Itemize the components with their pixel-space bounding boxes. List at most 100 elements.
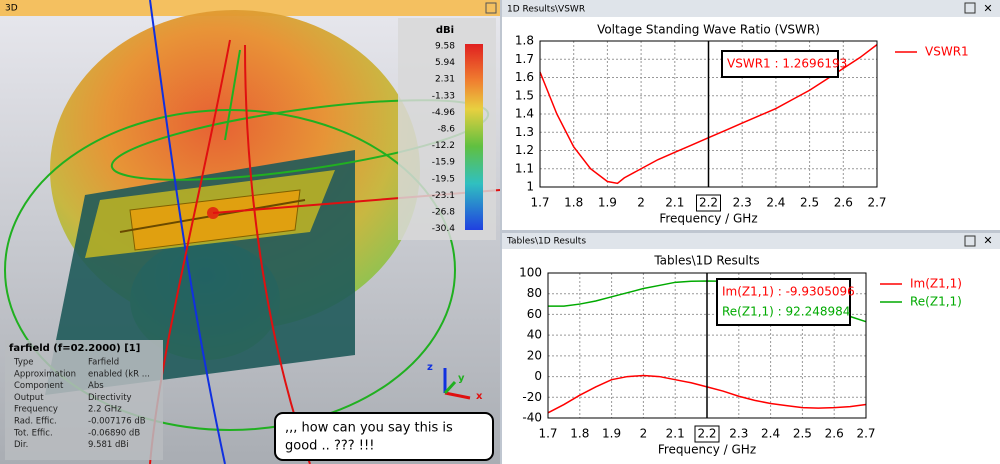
info-value: Farfield	[88, 358, 119, 368]
info-value: -0.06890 dB	[88, 428, 140, 438]
x-tick-label: 2.1	[666, 427, 685, 441]
title-bar	[0, 0, 500, 16]
marker-label: VSWR1 : 1.2696193	[727, 57, 847, 71]
triad	[443, 368, 471, 400]
info-key: Type	[13, 358, 34, 368]
x-tick-label: 2.6	[825, 427, 844, 441]
colorbar-label: -30.4	[432, 224, 456, 234]
y-tick-label: 20	[527, 348, 542, 362]
colorbar-title: dBi	[436, 25, 454, 36]
close-button[interactable]	[485, 2, 497, 14]
info-key: Dir.	[14, 440, 28, 450]
x-tick-label: 2.7	[867, 196, 886, 210]
colorbar-label: 9.58	[435, 42, 455, 52]
y-tick-label: 1.5	[515, 88, 534, 102]
marker-label: Im(Z1,1) : -9.9305096	[722, 285, 855, 299]
x-tick-label: 1.7	[530, 196, 549, 210]
info-key: Rad. Effic.	[14, 417, 57, 427]
chart-title: Tables\1D Results	[653, 254, 759, 268]
comment-line: good .. ??? !!!	[285, 439, 374, 454]
info-key: Tot. Effic.	[13, 428, 53, 438]
x-tick-label: 2.2	[699, 196, 718, 210]
maximize-button[interactable]	[964, 235, 976, 247]
x-axis-label: Frequency / GHz	[658, 443, 756, 457]
x-tick-label: 2.7	[856, 427, 875, 441]
y-tick-label: 1.1	[515, 161, 534, 175]
info-key: Frequency	[14, 405, 58, 415]
marker-tick-box	[694, 425, 720, 443]
comment-box	[274, 412, 494, 461]
x-tick-label: 2.3	[733, 196, 752, 210]
close-button[interactable]: ✕	[983, 234, 992, 247]
info-value: Directivity	[88, 393, 132, 403]
colorbar	[465, 44, 483, 230]
title-bar	[502, 0, 1000, 17]
x-tick-label: 1.7	[538, 427, 557, 441]
x-tick-label: 1.9	[598, 196, 617, 210]
y-tick-label: 100	[519, 266, 542, 280]
y-tick-label: 1	[526, 180, 534, 194]
y-tick-label: 1.2	[515, 143, 534, 157]
info-value: Abs	[88, 381, 104, 391]
maximize-button[interactable]	[964, 2, 976, 14]
table-panel	[502, 233, 1000, 464]
info-title: farfield (f=02.2000) [1]	[9, 343, 140, 354]
info-box	[5, 340, 163, 460]
y-tick-label: 60	[527, 307, 542, 321]
panel-title: 1D Results\VSWR	[507, 5, 585, 15]
y-tick-label: 0	[534, 369, 542, 383]
y-tick-label: -20	[522, 390, 542, 404]
marker-label: Re(Z1,1) : 92.248984	[722, 305, 850, 319]
colorbar-label: -15.9	[432, 158, 456, 168]
x-axis-label: Frequency / GHz	[659, 212, 757, 226]
info-value: enabled (kR ...	[88, 369, 150, 379]
x-tick-label: 2	[640, 427, 648, 441]
axis-label: x	[476, 391, 483, 402]
y-tick-label: 1.4	[515, 107, 534, 121]
x-tick-label: 2.5	[800, 196, 819, 210]
x-tick-label: 2.3	[729, 427, 748, 441]
colorbar-label: -1.33	[432, 91, 455, 101]
y-tick-label: 1.7	[515, 52, 534, 66]
panel-title: Tables\1D Results	[506, 237, 586, 247]
y-tick-label: 1.8	[515, 34, 534, 48]
y-tick-label: -40	[522, 411, 542, 425]
chart-title: Voltage Standing Wave Ratio (VSWR)	[597, 23, 820, 37]
vswr-panel	[502, 0, 1000, 230]
x-tick-label: 2.5	[793, 427, 812, 441]
info-value: 9.581 dBi	[88, 440, 129, 450]
close-button[interactable]: ✕	[983, 2, 992, 15]
info-key: Output	[14, 393, 44, 403]
marker-tick-box	[696, 194, 721, 212]
legend-label: VSWR1	[925, 45, 969, 59]
x-tick-label: 2.1	[665, 196, 684, 210]
x-tick-label: 2	[637, 196, 645, 210]
y-tick-label: 1.3	[515, 125, 534, 139]
colorbar-label: -23.1	[432, 191, 455, 201]
legend-label: Im(Z1,1)	[910, 277, 962, 291]
colorbar-label: -8.6	[437, 125, 455, 135]
info-key: Approximation	[14, 369, 76, 379]
panel-title: 3D	[5, 4, 18, 14]
axis-label: z	[427, 362, 433, 373]
colorbar-label: -12.2	[432, 141, 455, 151]
x-tick-label: 1.9	[602, 427, 621, 441]
marker-box	[721, 50, 839, 78]
axis-label: y	[458, 373, 465, 384]
x-tick-label: 2.2	[697, 427, 716, 441]
colorbar-label: 5.94	[435, 58, 455, 68]
x-tick-label: 1.8	[564, 196, 583, 210]
x-tick-label: 2.4	[761, 427, 780, 441]
y-tick-label: 80	[527, 286, 542, 300]
colorbar-label: 2.31	[435, 75, 455, 85]
colorbar-label: -19.5	[432, 174, 455, 184]
title-bar	[502, 233, 1000, 249]
series-line	[539, 44, 878, 185]
y-tick-label: 1.6	[515, 70, 534, 84]
x-tick-label: 2.6	[834, 196, 853, 210]
info-key: Component	[14, 381, 64, 391]
y-tick-label: 40	[527, 328, 542, 342]
colorbar-label: -4.96	[432, 108, 456, 118]
marker-box	[716, 278, 851, 326]
